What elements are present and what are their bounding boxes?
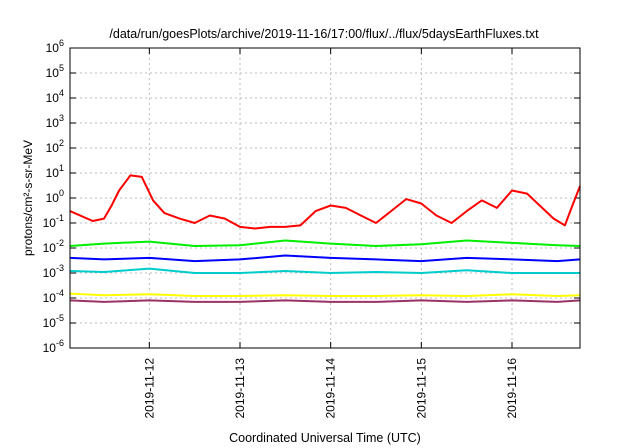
x-tick-labels: 2019-11-12 2019-11-13 2019-11-14 2019-11-15… bbox=[142, 358, 519, 419]
series-line-2 bbox=[69, 267, 580, 274]
x-tick-label: 2019-11-14 bbox=[324, 358, 338, 419]
y-tick-label: 10-2 bbox=[43, 238, 64, 255]
y-tick-label: 10-5 bbox=[43, 313, 64, 330]
y-tick-label: 10-6 bbox=[43, 338, 64, 355]
series-line-3 bbox=[69, 254, 581, 263]
x-tick-label: 2019-11-12 bbox=[142, 358, 156, 419]
series-line-1 bbox=[69, 239, 581, 247]
y-tick-label: 103 bbox=[46, 113, 64, 130]
series-line-0 bbox=[69, 174, 581, 230]
y-tick-label: 10-1 bbox=[43, 213, 64, 230]
y-tick-label: 104 bbox=[46, 88, 64, 105]
y-tick-label: 101 bbox=[46, 163, 64, 180]
series-line-5 bbox=[69, 299, 581, 303]
grid bbox=[70, 47, 580, 349]
y-axis-label: protons/cm²-s-sr-MeV bbox=[21, 140, 35, 256]
y-tick-label: 10-4 bbox=[43, 288, 64, 305]
chart-title: /data/run/goesPlots/archive/2019-11-16/1… bbox=[109, 27, 539, 41]
y-tick-label: 102 bbox=[46, 138, 64, 155]
y-tick-label: 106 bbox=[46, 38, 64, 55]
y-tick-labels: 10-6 10-5 10-4 10-3 10-2 10-1 100 101 102 103 104 1… bbox=[43, 38, 64, 355]
x-tick-label: 2019-11-13 bbox=[233, 358, 247, 419]
y-tick-label: 100 bbox=[46, 188, 64, 205]
y-tick-label: 105 bbox=[46, 63, 64, 80]
series-group bbox=[69, 174, 581, 303]
x-tick-label: 2019-11-16 bbox=[505, 358, 519, 419]
series-line-4 bbox=[69, 292, 581, 297]
x-tick-label: 2019-11-15 bbox=[414, 358, 428, 419]
plot-frame bbox=[69, 47, 581, 349]
y-tick-label: 10-3 bbox=[43, 263, 64, 280]
x-axis-label: Coordinated Universal Time (UTC) bbox=[229, 431, 421, 445]
